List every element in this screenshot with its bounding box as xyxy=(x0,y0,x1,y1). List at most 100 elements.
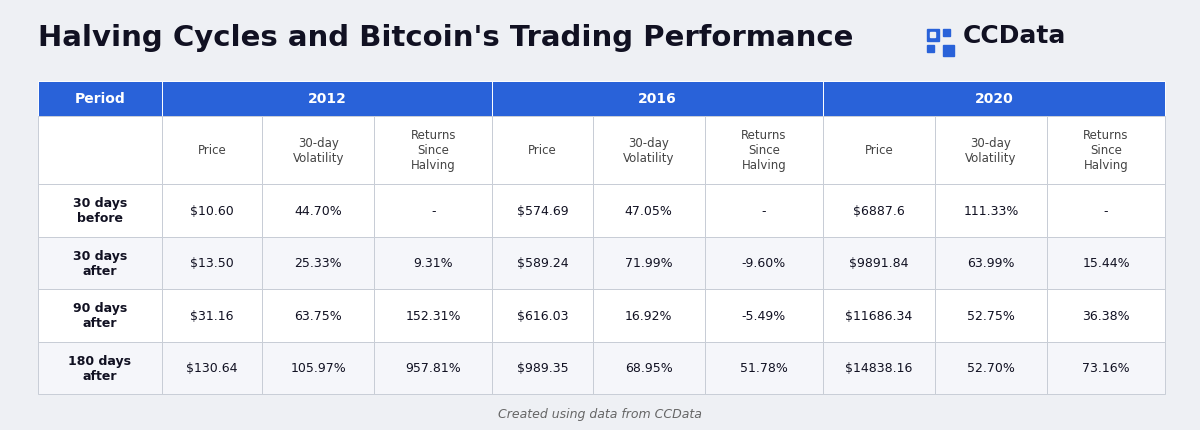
Text: Created using data from CCData: Created using data from CCData xyxy=(498,408,702,421)
Bar xyxy=(935,289,1046,342)
Text: $6887.6: $6887.6 xyxy=(853,204,905,217)
Bar xyxy=(162,289,263,342)
Text: $130.64: $130.64 xyxy=(186,361,238,375)
Text: 63.75%: 63.75% xyxy=(294,309,342,322)
Bar xyxy=(492,237,593,289)
Text: $574.69: $574.69 xyxy=(517,204,569,217)
Bar xyxy=(593,237,704,289)
Text: $9891.84: $9891.84 xyxy=(850,257,908,270)
Text: 111.33%: 111.33% xyxy=(964,204,1019,217)
Bar xyxy=(492,342,593,394)
Text: $989.35: $989.35 xyxy=(517,361,569,375)
Text: Returns
Since
Halving: Returns Since Halving xyxy=(410,129,456,172)
Bar xyxy=(162,342,263,394)
Bar xyxy=(162,184,263,237)
Text: 30-day
Volatility: 30-day Volatility xyxy=(293,137,344,165)
Bar xyxy=(263,289,374,342)
Bar xyxy=(492,184,593,237)
Text: CCData: CCData xyxy=(962,24,1066,48)
Bar xyxy=(593,117,704,184)
Text: $616.03: $616.03 xyxy=(517,309,569,322)
Text: -: - xyxy=(431,204,436,217)
Bar xyxy=(263,342,374,394)
Text: 52.75%: 52.75% xyxy=(967,309,1015,322)
Bar xyxy=(593,184,704,237)
Text: 71.99%: 71.99% xyxy=(625,257,672,270)
Bar xyxy=(823,184,935,237)
Bar xyxy=(38,184,162,237)
Text: 180 days
after: 180 days after xyxy=(68,354,132,382)
Text: 25.33%: 25.33% xyxy=(294,257,342,270)
Text: Price: Price xyxy=(528,144,557,157)
Text: 51.78%: 51.78% xyxy=(740,361,787,375)
Text: 2012: 2012 xyxy=(307,92,347,106)
Bar xyxy=(374,184,492,237)
Bar xyxy=(593,342,704,394)
Text: 152.31%: 152.31% xyxy=(406,309,461,322)
Bar xyxy=(38,342,162,394)
Text: -: - xyxy=(1104,204,1109,217)
Bar xyxy=(823,342,935,394)
Text: 15.44%: 15.44% xyxy=(1082,257,1130,270)
Bar xyxy=(1046,237,1165,289)
Text: -: - xyxy=(762,204,766,217)
Bar xyxy=(704,117,823,184)
Bar xyxy=(823,289,935,342)
Bar xyxy=(943,30,950,37)
Bar xyxy=(374,342,492,394)
Text: Price: Price xyxy=(864,144,893,157)
Text: 957.81%: 957.81% xyxy=(406,361,461,375)
Bar xyxy=(162,82,492,117)
Bar xyxy=(935,342,1046,394)
Text: 63.99%: 63.99% xyxy=(967,257,1015,270)
Bar xyxy=(928,30,938,42)
Text: 105.97%: 105.97% xyxy=(290,361,346,375)
Bar xyxy=(1046,289,1165,342)
Text: Price: Price xyxy=(198,144,227,157)
Text: Returns
Since
Halving: Returns Since Halving xyxy=(742,129,786,172)
Bar xyxy=(374,237,492,289)
Bar xyxy=(263,184,374,237)
Bar xyxy=(823,117,935,184)
Bar xyxy=(935,237,1046,289)
Text: $14838.16: $14838.16 xyxy=(845,361,912,375)
Bar xyxy=(928,46,935,53)
Bar xyxy=(1046,117,1165,184)
Bar xyxy=(162,117,263,184)
Text: $11686.34: $11686.34 xyxy=(845,309,912,322)
Text: 16.92%: 16.92% xyxy=(625,309,672,322)
Bar xyxy=(492,289,593,342)
Bar xyxy=(704,237,823,289)
Text: 90 days
after: 90 days after xyxy=(73,301,127,329)
Text: Returns
Since
Halving: Returns Since Halving xyxy=(1084,129,1129,172)
Text: 9.31%: 9.31% xyxy=(414,257,454,270)
Text: 73.16%: 73.16% xyxy=(1082,361,1130,375)
Bar xyxy=(704,342,823,394)
Bar xyxy=(492,82,823,117)
Text: $31.16: $31.16 xyxy=(191,309,234,322)
Text: $13.50: $13.50 xyxy=(190,257,234,270)
Bar xyxy=(162,237,263,289)
Bar xyxy=(374,117,492,184)
Bar xyxy=(263,117,374,184)
Text: 44.70%: 44.70% xyxy=(294,204,342,217)
Bar xyxy=(823,237,935,289)
Text: $589.24: $589.24 xyxy=(517,257,569,270)
Bar xyxy=(38,117,162,184)
Text: 30-day
Volatility: 30-day Volatility xyxy=(623,137,674,165)
Text: 52.70%: 52.70% xyxy=(967,361,1015,375)
Text: -5.49%: -5.49% xyxy=(742,309,786,322)
Text: -9.60%: -9.60% xyxy=(742,257,786,270)
Text: 2020: 2020 xyxy=(974,92,1013,106)
Text: $10.60: $10.60 xyxy=(190,204,234,217)
Text: 2016: 2016 xyxy=(638,92,677,106)
Text: Halving Cycles and Bitcoin's Trading Performance: Halving Cycles and Bitcoin's Trading Per… xyxy=(38,24,853,52)
Bar xyxy=(1046,342,1165,394)
Text: 47.05%: 47.05% xyxy=(625,204,673,217)
Text: 30 days
after: 30 days after xyxy=(73,249,127,277)
Text: Period: Period xyxy=(74,92,125,106)
Bar xyxy=(38,82,162,117)
Text: 36.38%: 36.38% xyxy=(1082,309,1130,322)
Bar xyxy=(38,237,162,289)
Bar xyxy=(38,289,162,342)
